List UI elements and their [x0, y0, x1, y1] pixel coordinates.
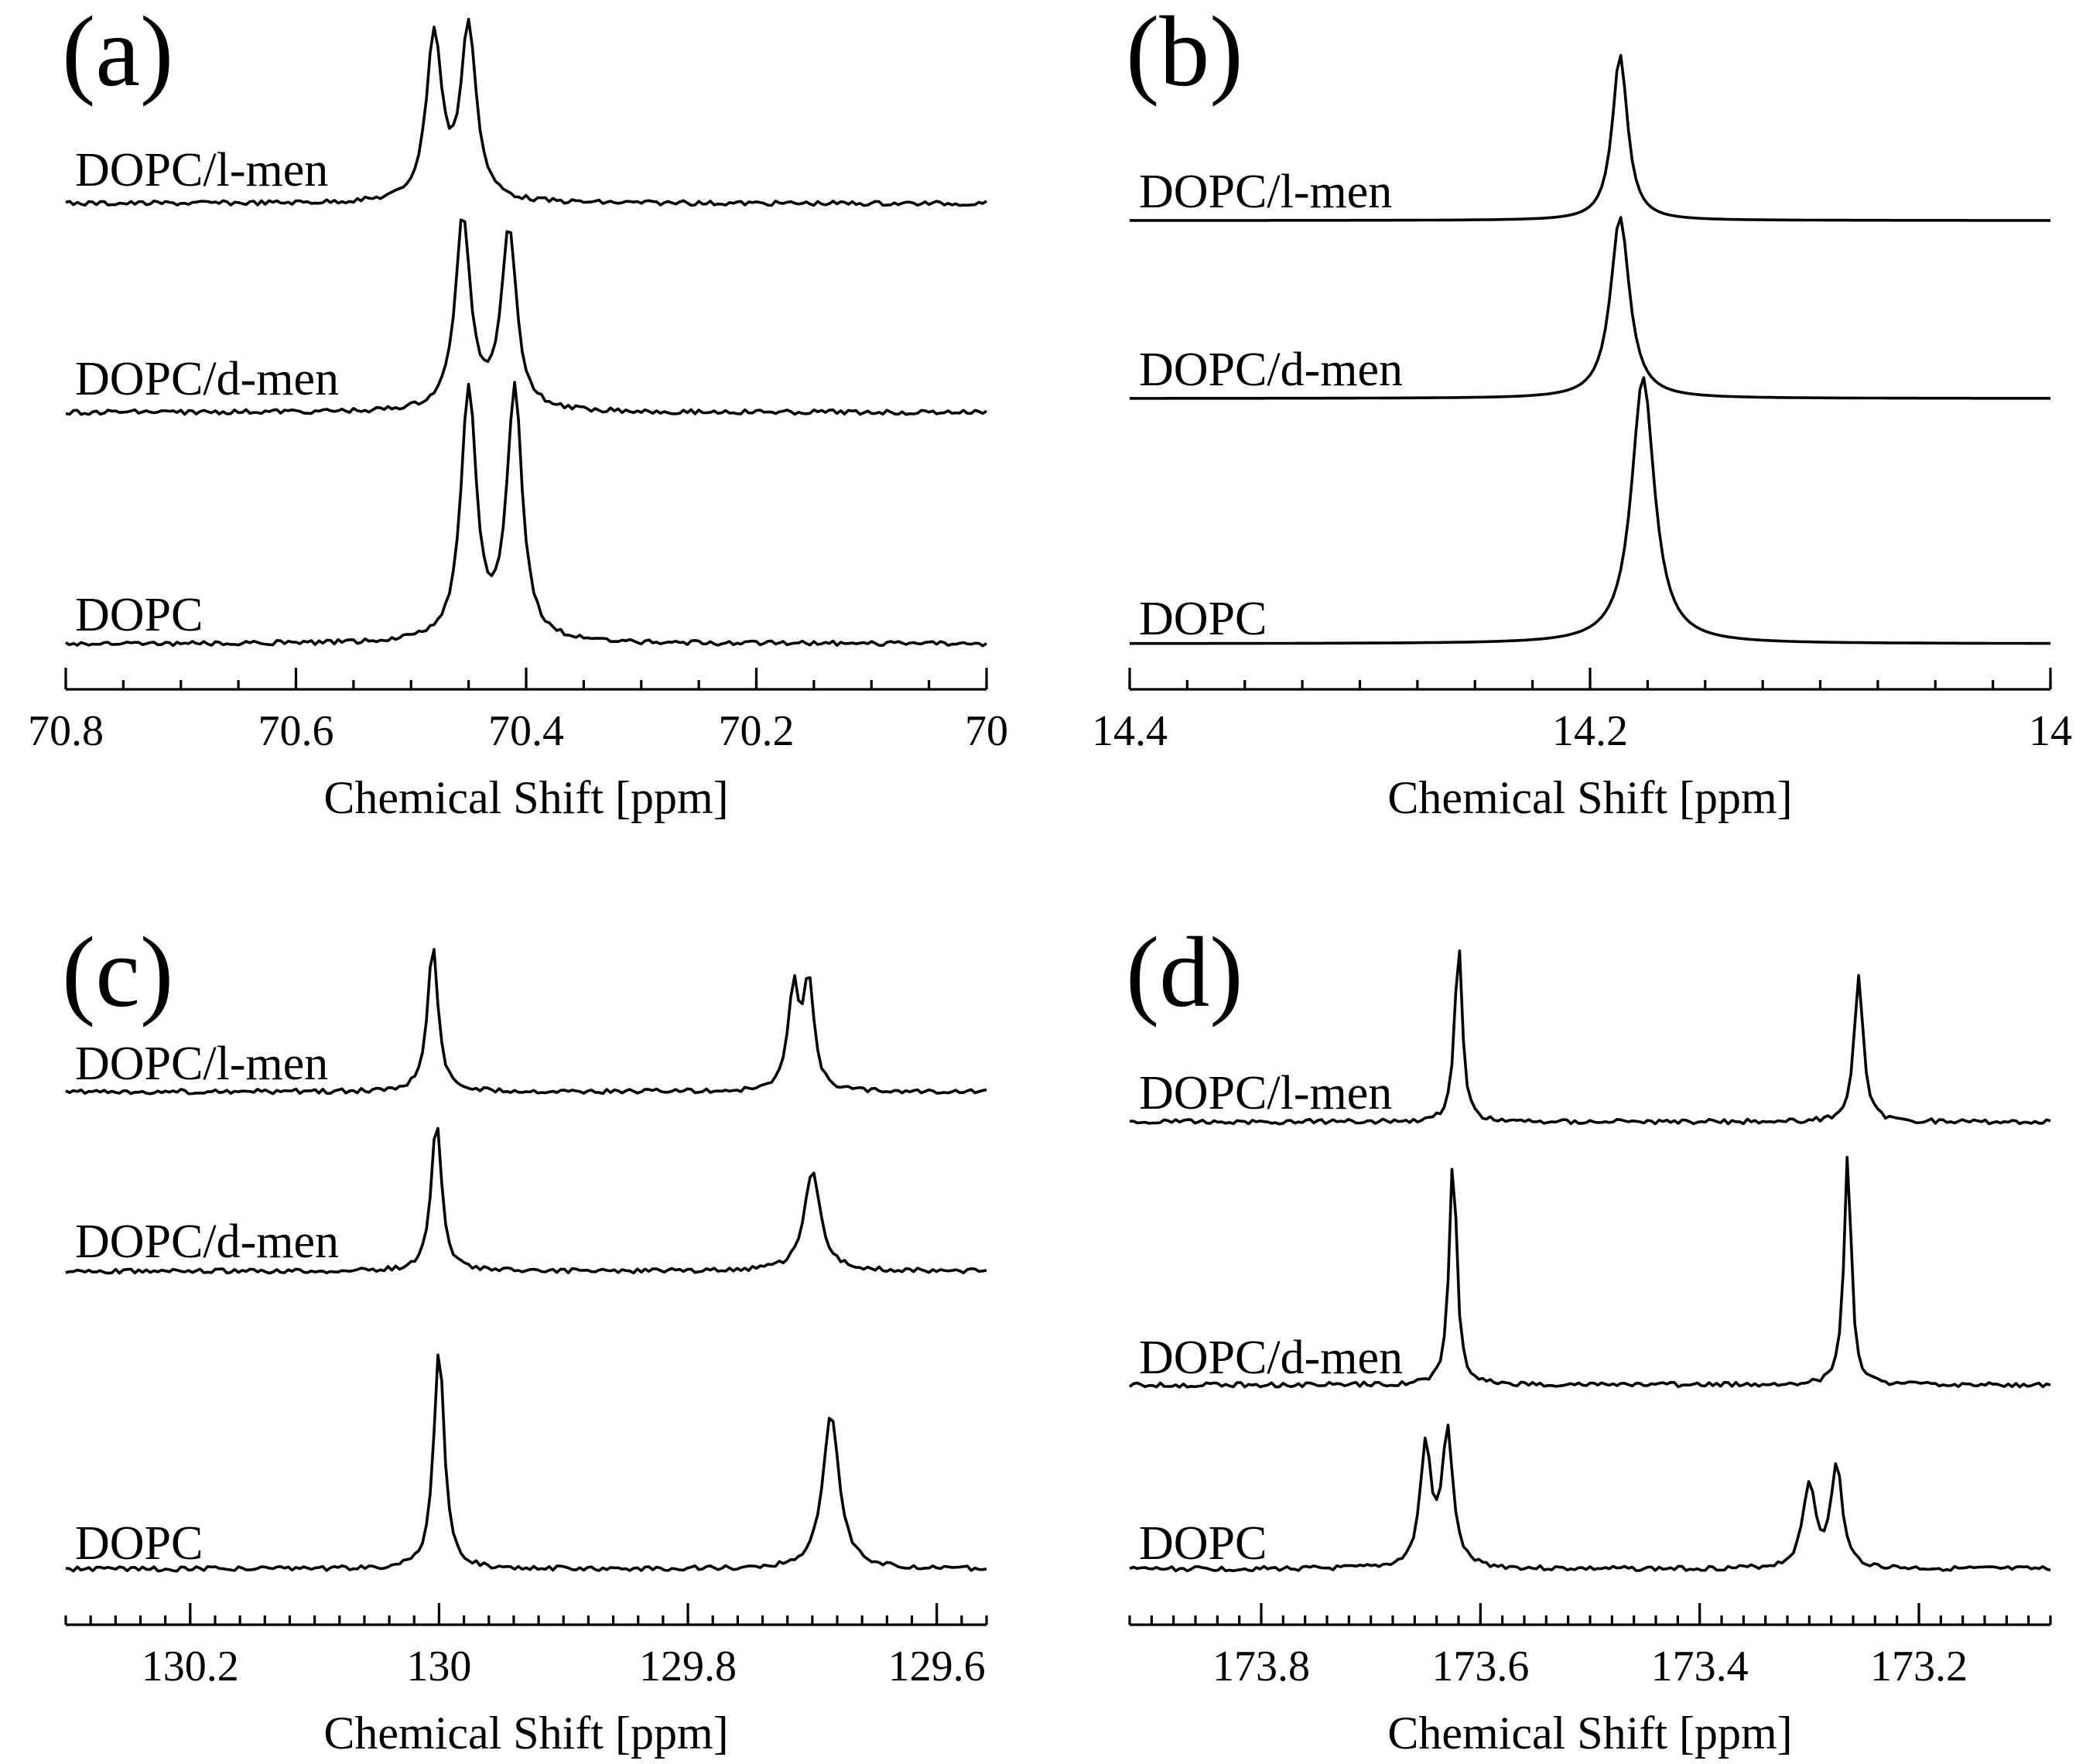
- x-axis-title: Chemical Shift [ppm]: [323, 772, 728, 823]
- series-label: DOPC: [75, 589, 203, 641]
- spectrum-trace: [65, 1126, 987, 1275]
- panel-2: (c) 130.2 130 129.8 129.6 Chemical Shift [ppm…: [62, 917, 988, 1759]
- spectrum-trace: [65, 218, 987, 416]
- tick-label: 173.2: [1870, 1643, 1968, 1690]
- panel-label: (c): [62, 917, 173, 1028]
- series-label: DOPC/l-men: [1139, 166, 1392, 218]
- tick-label: 70.4: [488, 707, 564, 755]
- spectrum-trace: [1128, 1155, 2051, 1389]
- series-label: DOPC/l-men: [75, 144, 328, 197]
- spectrum-trace: [1130, 949, 2051, 1126]
- panel-label: (a): [62, 0, 173, 108]
- tick-label: 130: [406, 1643, 471, 1690]
- panel-label: (d): [1126, 917, 1243, 1028]
- spectrum-trace: [65, 1353, 987, 1573]
- panel-0: (a) 70.8 70.6 70.4 70.2 70 Chemical Shift [ppm…: [28, 0, 1008, 823]
- x-axis-title: Chemical Shift [ppm]: [323, 1708, 728, 1759]
- tick-label: 70.2: [719, 707, 795, 755]
- panel-1: (b) 14.4 14.2 14 Chemical Shift [ppm] DOPC/l-…: [1092, 0, 2072, 823]
- tick-label: 173.8: [1212, 1643, 1310, 1690]
- series-label: DOPC/l-men: [1139, 1067, 1392, 1120]
- tick-label: 14.2: [1552, 707, 1628, 755]
- tick-label: 173.4: [1651, 1643, 1749, 1690]
- tick-label: 14.4: [1092, 707, 1168, 755]
- panel-3: (d) 173.8 173.6 173.4 173.2 Chemical Shift [p…: [1126, 917, 2052, 1759]
- tick-label: 129.8: [639, 1643, 737, 1690]
- spectrum-trace: [65, 948, 987, 1096]
- spectrum-trace: [1129, 1424, 2051, 1573]
- panel-label: (b): [1126, 0, 1243, 108]
- tick-label: 130.2: [142, 1643, 239, 1690]
- series-label: DOPC: [1139, 1517, 1267, 1570]
- x-axis-title: Chemical Shift [ppm]: [1387, 772, 1792, 823]
- spectrum-trace: [1130, 53, 2050, 222]
- series-label: DOPC: [75, 1517, 203, 1570]
- series-label: DOPC/d-men: [1139, 344, 1403, 396]
- x-axis-title: Chemical Shift [ppm]: [1387, 1708, 1792, 1759]
- tick-label: 14: [2029, 707, 2072, 755]
- spectrum-trace: [1129, 376, 2050, 645]
- series-label: DOPC/l-men: [75, 1038, 328, 1090]
- series-label: DOPC: [1139, 593, 1267, 645]
- tick-label: 129.6: [888, 1643, 986, 1690]
- tick-label: 70.8: [28, 707, 104, 755]
- series-label: DOPC/d-men: [1139, 1332, 1403, 1384]
- tick-label: 70.6: [258, 707, 334, 755]
- spectrum-trace: [1130, 216, 2050, 400]
- series-label: DOPC/d-men: [75, 353, 339, 405]
- spectrum-trace: [65, 381, 987, 648]
- spectrum-trace: [65, 18, 987, 207]
- series-label: DOPC/d-men: [75, 1215, 339, 1268]
- tick-label: 173.6: [1431, 1643, 1529, 1690]
- tick-label: 70: [965, 707, 1008, 755]
